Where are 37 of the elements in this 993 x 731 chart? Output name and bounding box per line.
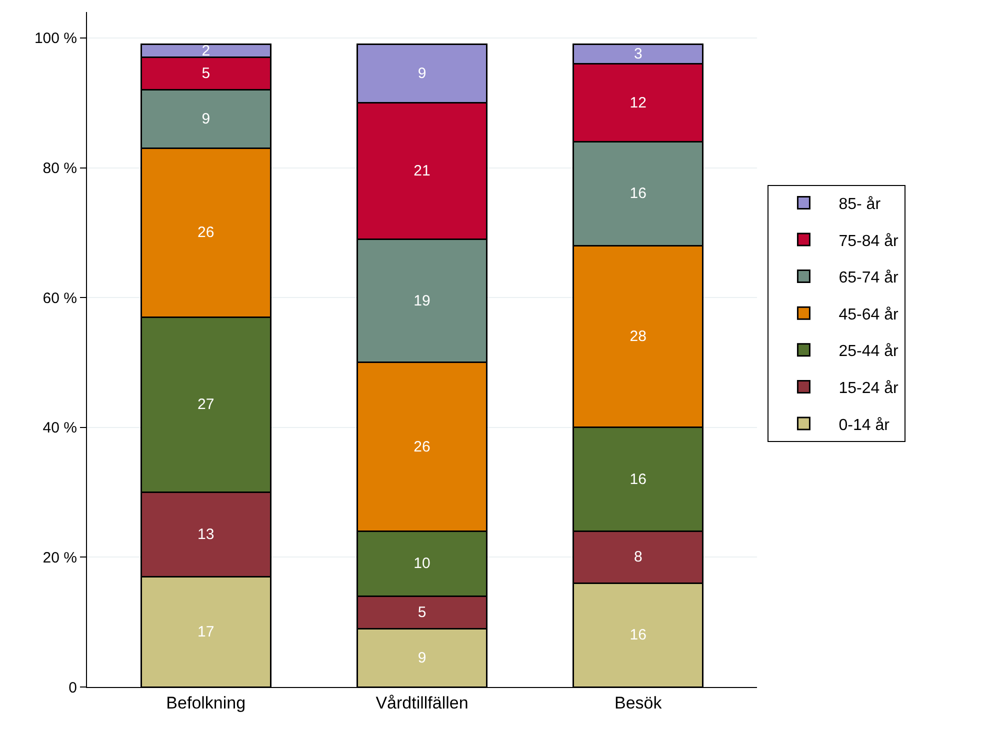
legend-label: 0-14 år [838, 416, 890, 434]
legend-label: 15-24 år [838, 380, 899, 397]
y-tick-label: 60 % [42, 290, 77, 307]
data-label: 17 [198, 623, 214, 640]
x-tick-label: Besök [614, 693, 662, 712]
y-tick-label: 0 [68, 679, 77, 696]
data-label: 10 [414, 555, 430, 572]
data-label: 27 [198, 396, 214, 414]
data-label: 3 [634, 46, 642, 63]
data-label: 16 [630, 626, 646, 644]
legend-label: 75-84 år [838, 232, 899, 250]
legend-label: 65-74 år [838, 270, 899, 287]
data-label: 5 [202, 65, 210, 82]
data-label: 12 [630, 94, 646, 112]
x-tick-label: Befolkning [166, 693, 246, 712]
data-label: 9 [202, 110, 210, 128]
data-label: 19 [414, 292, 430, 310]
y-tick-label: 80 % [42, 160, 77, 178]
data-label: 28 [630, 328, 646, 346]
data-label: 5 [418, 604, 426, 621]
data-label: 26 [198, 224, 214, 242]
data-label: 9 [418, 649, 426, 666]
data-label: 26 [414, 438, 430, 456]
y-tick-label: 40 % [42, 420, 77, 437]
x-tick-label: Vårdtillfällen [376, 693, 468, 712]
data-label: 8 [634, 548, 642, 566]
legend-label: 45-64 år [838, 306, 899, 324]
data-label: 16 [630, 470, 646, 488]
y-tick-label: 20 % [42, 549, 77, 566]
data-label: 16 [630, 185, 646, 202]
data-label: 13 [198, 526, 214, 543]
legend-label: 85- år [838, 196, 882, 213]
y-tick-label: 100 % [34, 30, 77, 48]
data-label: 21 [414, 162, 430, 180]
legend-label: 25-44 år [838, 343, 899, 360]
data-label: 9 [418, 65, 426, 82]
data-label: 2 [202, 42, 210, 60]
